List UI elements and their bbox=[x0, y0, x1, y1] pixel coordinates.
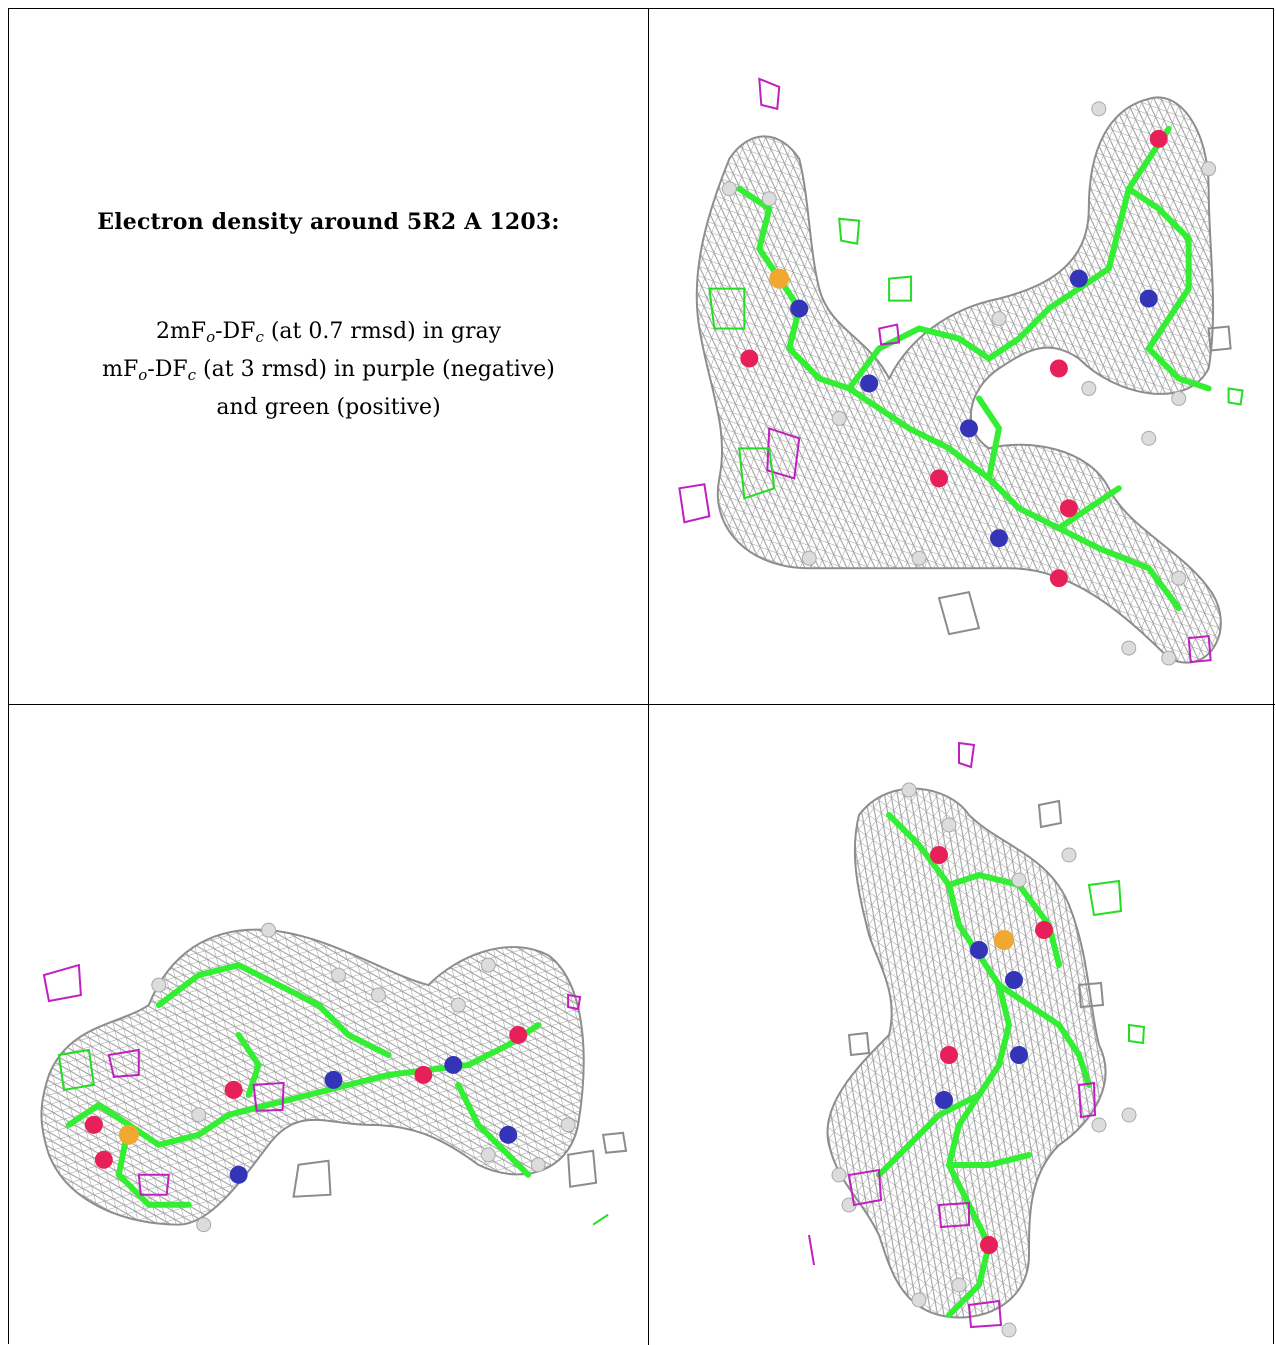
caption-line-2fofc: 2mFo-DFc (at 0.7 rmsd) in gray bbox=[155, 319, 502, 346]
ligand-density-view-icon bbox=[40, 922, 628, 1233]
caption-cell: Electron density around 5R2 A 1203: 2mFo… bbox=[9, 9, 649, 705]
ligand-density-view-icon bbox=[678, 77, 1244, 666]
caption-title: Electron density around 5R2 A 1203: bbox=[97, 209, 560, 235]
density-view-1 bbox=[649, 9, 1275, 705]
figure-grid: Electron density around 5R2 A 1203: 2mFo… bbox=[8, 8, 1275, 1345]
density-view-3 bbox=[649, 705, 1275, 1345]
density-view-2 bbox=[9, 705, 649, 1345]
caption: Electron density around 5R2 A 1203: 2mFo… bbox=[9, 209, 648, 427]
ligand-density-view-icon bbox=[808, 741, 1146, 1338]
caption-line-positive: and green (positive) bbox=[216, 395, 441, 420]
caption-line-fofc: mFo-DFc (at 3 rmsd) in purple (negative) bbox=[102, 357, 555, 384]
